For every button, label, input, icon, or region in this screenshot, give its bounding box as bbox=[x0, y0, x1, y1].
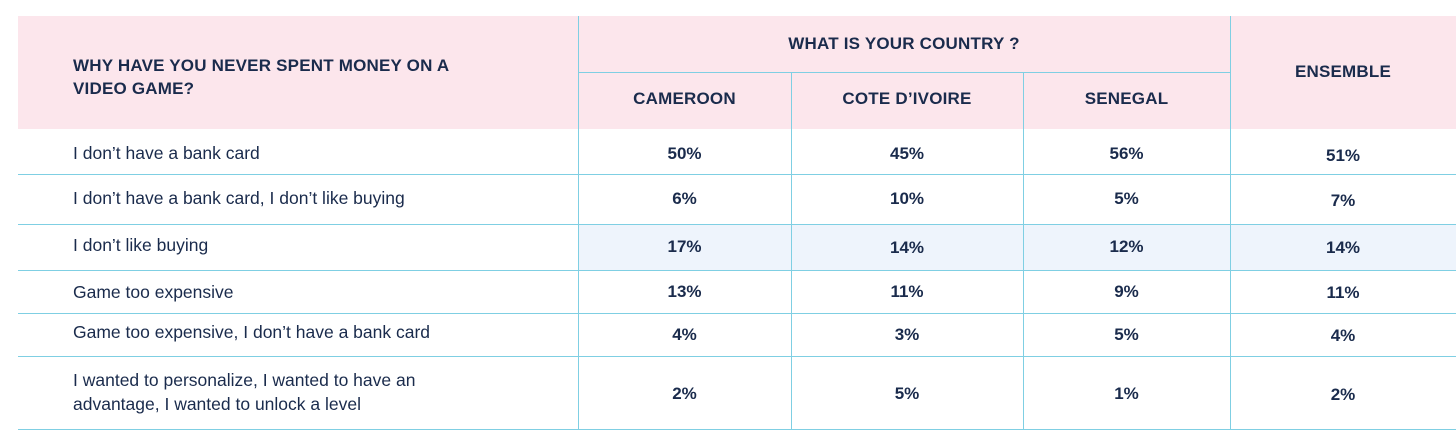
cell-value: 6% bbox=[672, 189, 697, 208]
grid-line bbox=[18, 356, 1456, 357]
grid-line bbox=[578, 72, 1230, 73]
cell-value: 1% bbox=[1114, 384, 1139, 403]
row-label: I don’t have a bank card bbox=[73, 143, 260, 163]
cell-total: 51% bbox=[1325, 146, 1361, 165]
cell-total: 2% bbox=[1330, 385, 1356, 404]
cell-value: 5% bbox=[1114, 325, 1139, 344]
grid-line bbox=[18, 429, 1456, 430]
highlight-row-bg bbox=[578, 225, 1456, 270]
cell-value: 5% bbox=[1114, 189, 1139, 208]
grid-line bbox=[18, 224, 1456, 225]
column-header-ensemble: ENSEMBLE bbox=[1294, 62, 1392, 81]
cell-value: 9% bbox=[1114, 282, 1139, 301]
row-label: I don’t have a bank card, I don’t like b… bbox=[73, 188, 405, 208]
grid-line bbox=[18, 313, 1456, 314]
row-label: I wanted to personalize, I wanted to hav… bbox=[73, 370, 416, 414]
column-header-cote-divoire: COTE D’IVOIRE bbox=[842, 89, 972, 108]
cell-value: 13% bbox=[667, 282, 702, 301]
row-label: Game too expensive, I don’t have a bank … bbox=[73, 322, 431, 342]
cell-value: 17% bbox=[667, 237, 702, 256]
cell-total: 11% bbox=[1326, 283, 1360, 302]
cell-value: 4% bbox=[672, 325, 697, 344]
cell-total: 7% bbox=[1330, 191, 1356, 210]
question-header: WHY HAVE YOU NEVER SPENT MONEY ON A VIDE… bbox=[73, 56, 449, 98]
grid-line bbox=[18, 174, 1456, 175]
country-group-header: WHAT IS YOUR COUNTRY ? bbox=[788, 34, 1020, 53]
cell-value: 14% bbox=[889, 238, 925, 257]
grid-line bbox=[18, 270, 1456, 271]
grid-line bbox=[578, 16, 579, 430]
grid-line bbox=[791, 72, 792, 430]
cell-value: 56% bbox=[1109, 144, 1144, 163]
cell-value: 50% bbox=[667, 144, 702, 163]
grid-line bbox=[1230, 16, 1231, 430]
cell-value: 3% bbox=[894, 325, 920, 344]
grid-line bbox=[1023, 72, 1024, 430]
cell-value: 12% bbox=[1109, 237, 1144, 256]
row-label: Game too expensive bbox=[73, 282, 234, 302]
cell-value: 11% bbox=[890, 282, 924, 301]
cell-value: 10% bbox=[889, 189, 925, 208]
cell-value: 2% bbox=[672, 384, 697, 403]
cell-total: 14% bbox=[1325, 238, 1361, 257]
row-label: I don’t like buying bbox=[73, 235, 209, 255]
column-header-cameroon: CAMEROON bbox=[633, 89, 736, 108]
cell-total: 4% bbox=[1330, 326, 1356, 345]
cell-value: 45% bbox=[889, 144, 925, 163]
cell-value: 5% bbox=[894, 384, 920, 403]
column-header-senegal: SENEGAL bbox=[1084, 89, 1169, 108]
